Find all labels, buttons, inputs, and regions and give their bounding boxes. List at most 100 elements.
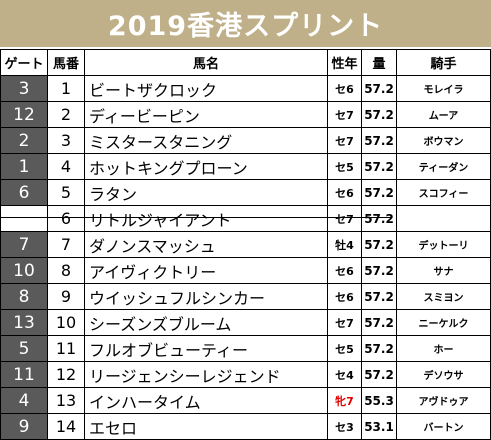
header-sex: 性年 [327, 49, 362, 76]
horse-name-cell: ビートザクロック [84, 75, 328, 102]
sex-age-cell: セ6 [327, 75, 362, 102]
gate-cell: 6 [0, 179, 48, 206]
gate-cell: 2 [0, 127, 48, 154]
table-row: 9 14 エセロ セ3 53.1 バートン [0, 413, 491, 440]
gate-cell: 7 [0, 231, 48, 258]
sex-age-cell: セ4 [327, 361, 362, 388]
weight-cell: 57.2 [361, 309, 397, 336]
weight-cell: 57.2 [361, 283, 397, 310]
horse-number-cell: 8 [47, 257, 85, 284]
sex-age-cell: セ5 [327, 153, 362, 180]
horse-name-cell: インハータイム [84, 387, 328, 414]
horse-name-cell: エセロ [84, 413, 328, 440]
horse-number-cell: 2 [47, 101, 85, 128]
horse-name-cell: ホットキングプローン [84, 153, 328, 180]
table-row: 4 13 インハータイム 牝7 55.3 アヴドゥア [0, 387, 491, 414]
sex-age-cell: セ7 [327, 101, 362, 128]
sex-age-cell: セ6 [327, 283, 362, 310]
horse-number-cell: 9 [47, 283, 85, 310]
table-row: 11 12 リージェンシーレジェンド セ4 57.2 デソウサ [0, 361, 491, 388]
gate-cell: 13 [0, 309, 48, 336]
horse-name-cell: ディービーピン [84, 101, 328, 128]
sex-age-cell: セ5 [327, 335, 362, 362]
jockey-cell: ボウマン [396, 127, 491, 154]
weight-cell: 57.2 [361, 205, 397, 232]
table-row: 8 9 ウイッシュフルシンカー セ6 57.2 スミヨン [0, 283, 491, 310]
sex-age-cell: セ7 [327, 309, 362, 336]
scratched-strikethrough [0, 217, 392, 218]
weight-cell: 57.2 [361, 153, 397, 180]
weight-cell: 53.1 [361, 413, 397, 440]
weight-cell: 57.2 [361, 257, 397, 284]
table-row: 13 10 シーズンズブルーム セ7 57.2 ニーケルク [0, 309, 491, 336]
weight-cell: 57.2 [361, 335, 397, 362]
gate-cell: 1 [0, 153, 48, 180]
weight-cell: 57.2 [361, 361, 397, 388]
horse-name-cell: ラタン [84, 179, 328, 206]
sex-age-cell: セ7 [327, 205, 362, 232]
horse-number-cell: 13 [47, 387, 85, 414]
sex-age-cell: 牝7 [327, 387, 362, 414]
entries-table: ゲート 馬番 馬名 性年 量 騎手 3 1 ビートザクロック セ6 57.2 モレイラ 12… [0, 49, 491, 440]
sex-age-cell: セ7 [327, 127, 362, 154]
header-gate: ゲート [0, 49, 48, 76]
entries-body: 3 1 ビートザクロック セ6 57.2 モレイラ 12 2 ディービーピン セ7 57.2 ムーア 2… [0, 75, 491, 440]
table-row: 1 4 ホットキングプローン セ5 57.2 ティーダン [0, 153, 491, 180]
sex-age-cell: 牡4 [327, 231, 362, 258]
horse-number-cell: 5 [47, 179, 85, 206]
header-name: 馬名 [84, 49, 328, 76]
gate-cell: 5 [0, 335, 48, 362]
jockey-cell: ムーア [396, 101, 491, 128]
header-num: 馬番 [47, 49, 85, 76]
header-jockey: 騎手 [396, 49, 491, 76]
jockey-cell: ティーダン [396, 153, 491, 180]
horse-number-cell: 10 [47, 309, 85, 336]
jockey-cell: スミヨン [396, 283, 491, 310]
horse-name-cell: リージェンシーレジェンド [84, 361, 328, 388]
table-row: 2 3 ミスタースタニング セ7 57.2 ボウマン [0, 127, 491, 154]
jockey-cell: モレイラ [396, 75, 491, 102]
horse-number-cell: 3 [47, 127, 85, 154]
sex-age-cell: セ3 [327, 413, 362, 440]
gate-cell: 3 [0, 75, 48, 102]
horse-number-cell: 11 [47, 335, 85, 362]
horse-name-cell: アイヴィクトリー [84, 257, 328, 284]
gate-cell: 10 [0, 257, 48, 284]
jockey-cell: デットーリ [396, 231, 491, 258]
horse-name-cell: ダノンスマッシュ [84, 231, 328, 258]
gate-cell [0, 205, 48, 232]
horse-number-cell: 14 [47, 413, 85, 440]
weight-cell: 57.2 [361, 101, 397, 128]
jockey-cell: スコフィー [396, 179, 491, 206]
horse-name-cell: ウイッシュフルシンカー [84, 283, 328, 310]
jockey-cell: バートン [396, 413, 491, 440]
horse-name-cell: フルオブビューティー [84, 335, 328, 362]
table-row: 10 8 アイヴィクトリー セ6 57.2 サナ [0, 257, 491, 284]
weight-cell: 57.2 [361, 75, 397, 102]
horse-name-cell: リトルジャイアント [84, 205, 328, 232]
header-weight: 量 [361, 49, 397, 76]
table-row: 3 1 ビートザクロック セ6 57.2 モレイラ [0, 75, 491, 102]
horse-name-cell: シーズンズブルーム [84, 309, 328, 336]
race-title: 2019香港スプリント [0, 0, 491, 47]
weight-cell: 57.2 [361, 231, 397, 258]
horse-name-cell: ミスタースタニング [84, 127, 328, 154]
jockey-cell: サナ [396, 257, 491, 284]
weight-cell: 57.2 [361, 179, 397, 206]
table-row: 6 リトルジャイアント セ7 57.2 [0, 205, 491, 232]
gate-cell: 8 [0, 283, 48, 310]
header-row: ゲート 馬番 馬名 性年 量 騎手 [0, 49, 491, 76]
table-row: 12 2 ディービーピン セ7 57.2 ムーア [0, 101, 491, 128]
sex-age-cell: セ6 [327, 179, 362, 206]
horse-number-cell: 4 [47, 153, 85, 180]
jockey-cell: デソウサ [396, 361, 491, 388]
table-row: 6 5 ラタン セ6 57.2 スコフィー [0, 179, 491, 206]
horse-number-cell: 7 [47, 231, 85, 258]
table-row: 5 11 フルオブビューティー セ5 57.2 ホー [0, 335, 491, 362]
jockey-cell: ニーケルク [396, 309, 491, 336]
table-row: 7 7 ダノンスマッシュ 牡4 57.2 デットーリ [0, 231, 491, 258]
jockey-cell [396, 205, 491, 232]
weight-cell: 57.2 [361, 127, 397, 154]
gate-cell: 12 [0, 101, 48, 128]
